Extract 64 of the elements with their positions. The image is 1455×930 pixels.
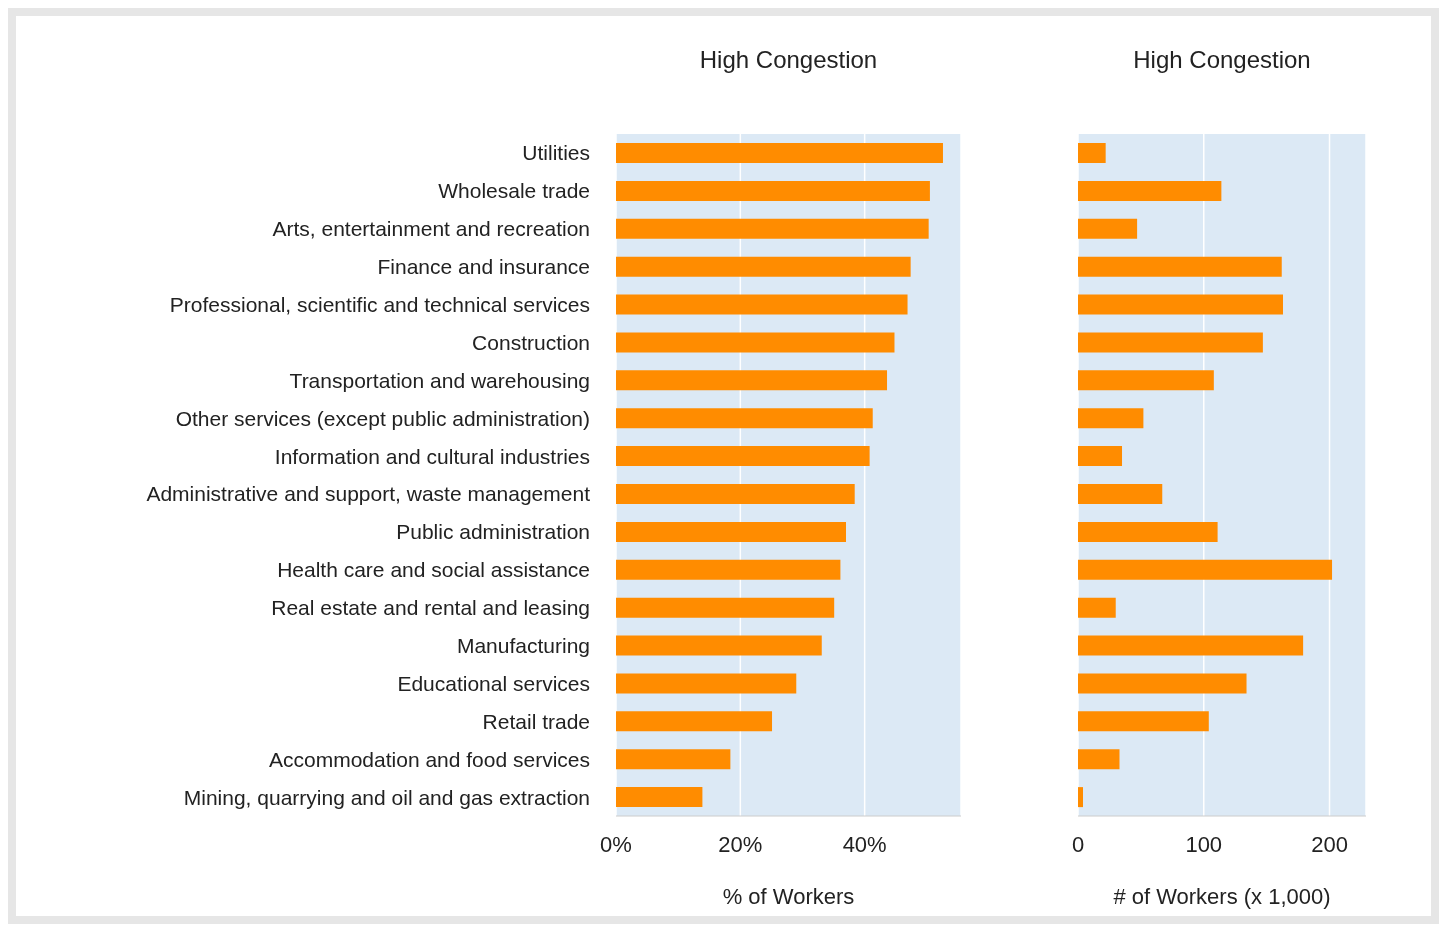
bar [1078, 332, 1263, 353]
bar [616, 143, 943, 163]
bar [1078, 143, 1106, 163]
y-tick-label: Utilities [522, 141, 590, 165]
x-axis-title: # of Workers (x 1,000) [1112, 884, 1332, 910]
y-tick-label: Public administration [396, 520, 590, 544]
bar [616, 218, 929, 239]
bar [1078, 484, 1163, 504]
x-tick-label: 200 [1311, 831, 1348, 857]
bar [1078, 446, 1123, 467]
bar [616, 256, 911, 277]
chart-title: High Congestion [1132, 46, 1312, 75]
bar [1078, 597, 1116, 618]
bar [1078, 256, 1282, 277]
y-tick-label: Educational services [397, 671, 590, 695]
x-tick-label: 0% [600, 831, 632, 857]
x-tick-label: 100 [1185, 831, 1223, 857]
bar [616, 294, 908, 315]
bar [616, 711, 773, 732]
bar [1078, 180, 1222, 201]
bar [1078, 294, 1283, 315]
x-tick-label: 40% [842, 831, 887, 857]
y-tick-label: Transportation and warehousing [289, 368, 590, 392]
y-tick-label: Administrative and support, waste management [146, 482, 591, 506]
bar [616, 370, 888, 391]
bar [1078, 408, 1144, 429]
bar [616, 180, 930, 201]
x-tick-label: 20% [718, 831, 763, 857]
y-tick-label: Other services (except public administration) [175, 406, 590, 430]
chart-title: High Congestion [698, 46, 879, 75]
y-tick-label: Manufacturing [456, 633, 590, 657]
bar [616, 635, 822, 656]
y-tick-label: Health care and social assistance [277, 558, 590, 582]
y-tick-label: Wholesale trade [438, 179, 590, 203]
bar [616, 597, 835, 618]
bar [1078, 521, 1218, 542]
y-tick-label: Accommodation and food services [269, 747, 590, 771]
y-tick-label: Mining, quarrying and oil and gas extraction [183, 785, 590, 809]
bar [1078, 370, 1214, 391]
y-tick-label: Information and cultural industries [274, 444, 590, 468]
bar [1078, 635, 1304, 656]
bar [616, 484, 855, 504]
bar [616, 332, 895, 353]
y-tick-label: Finance and insurance [377, 255, 590, 279]
bar [1078, 787, 1084, 808]
bar [1078, 559, 1333, 580]
x-axis-title: % of Workers [721, 884, 856, 910]
bar [616, 559, 841, 580]
y-tick-label: Real estate and rental and leasing [271, 596, 590, 620]
y-tick-label: Arts, entertainment and recreation [272, 217, 590, 241]
bar [1078, 218, 1138, 239]
bar [616, 673, 797, 694]
bar [1078, 673, 1247, 694]
y-tick-label: Retail trade [482, 709, 590, 733]
bar [616, 787, 703, 808]
y-tick-label: Construction [472, 330, 590, 354]
bar [616, 749, 731, 770]
bar [616, 521, 846, 542]
bar [1078, 749, 1120, 770]
bar [616, 446, 870, 467]
bar [1078, 711, 1209, 732]
x-tick-label: 0 [1071, 831, 1085, 857]
bar [616, 408, 873, 429]
y-tick-label: Professional, scientific and technical services [169, 292, 590, 316]
